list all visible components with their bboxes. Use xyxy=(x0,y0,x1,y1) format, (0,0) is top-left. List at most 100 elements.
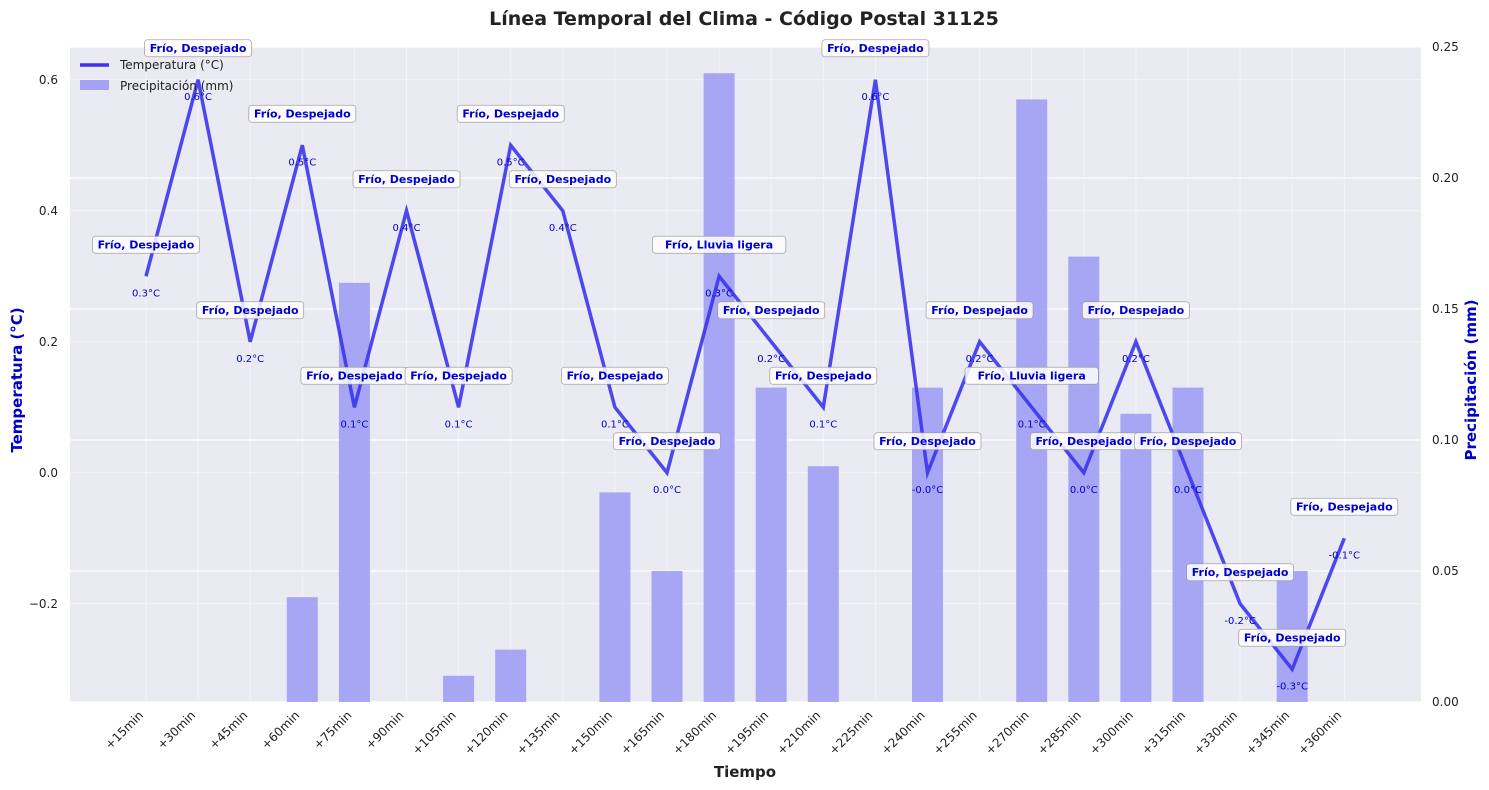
condition-box xyxy=(717,301,826,320)
condition-annotation: Frío, Despejado xyxy=(1238,628,1347,647)
y-axis-label-left: Temperatura (°C) xyxy=(8,307,26,452)
condition-label: Frío, Despejado xyxy=(931,304,1028,317)
condition-annotation: Frío, Despejado xyxy=(613,432,721,451)
temperature-value-label: 0.2°C xyxy=(966,354,994,365)
temperature-value-label: 0.0°C xyxy=(1174,485,1202,496)
x-tick-label: +30min xyxy=(154,708,198,752)
legend-temperature-label: Temperatura (°C) xyxy=(119,58,224,72)
x-tick-label: +330min xyxy=(1191,708,1240,757)
condition-box xyxy=(196,301,305,320)
condition-annotation: Frío, Despejado xyxy=(561,366,669,385)
condition-annotation: Frío, Despejado xyxy=(925,301,1034,320)
x-tick-label: +150min xyxy=(566,708,615,757)
precipitation-bar xyxy=(703,73,735,702)
y-tick-right: 0.20 xyxy=(1432,171,1459,185)
condition-label: Frío, Despejado xyxy=(879,435,976,448)
temperature-value-label: -0.1°C xyxy=(1329,550,1361,561)
condition-box xyxy=(1238,628,1347,647)
temperature-value-label: 0.1°C xyxy=(1018,419,1046,430)
x-tick-label: +315min xyxy=(1139,708,1188,757)
x-tick-label: +360min xyxy=(1295,708,1344,757)
temperature-value-label: 0.4°C xyxy=(393,223,421,234)
precipitation-bar xyxy=(651,571,683,702)
y-tick-left: 0.0 xyxy=(39,466,58,480)
x-tick-label: +90min xyxy=(363,708,407,752)
condition-box xyxy=(769,366,878,385)
condition-box xyxy=(873,432,982,451)
condition-label: Frío, Despejado xyxy=(1296,500,1393,513)
condition-annotation: Frío, Despejado xyxy=(508,170,617,189)
condition-box xyxy=(964,366,1099,385)
condition-box xyxy=(652,235,787,254)
temperature-value-label: 0.4°C xyxy=(549,223,577,234)
y-tick-left: −0.2 xyxy=(29,597,58,611)
condition-annotation: Frío, Despejado xyxy=(352,170,461,189)
condition-box xyxy=(821,39,930,58)
y-tick-left: 0.2 xyxy=(39,335,58,349)
condition-box xyxy=(144,39,253,58)
precipitation-bar xyxy=(807,466,839,702)
condition-annotation: Frío, Despejado xyxy=(1029,432,1138,451)
precipitation-bar xyxy=(1120,413,1152,702)
x-tick-label: +165min xyxy=(618,708,667,757)
x-tick-label: +195min xyxy=(722,708,771,757)
y-tick-right: 0.05 xyxy=(1432,564,1459,578)
x-tick-label: +105min xyxy=(410,708,459,757)
condition-label: Frío, Despejado xyxy=(514,173,611,186)
condition-label: Frío, Despejado xyxy=(98,238,195,251)
precipitation-bar xyxy=(755,387,787,702)
condition-annotation: Frío, Despejado xyxy=(144,39,253,58)
y-tick-left: 0.6 xyxy=(39,73,58,87)
temperature-value-label: 0.3°C xyxy=(705,288,733,299)
condition-box xyxy=(561,366,669,385)
condition-label: Frío, Despejado xyxy=(358,173,455,186)
condition-box xyxy=(92,235,200,254)
condition-box xyxy=(1134,432,1242,451)
y-tick-right: 0.10 xyxy=(1432,433,1459,447)
condition-annotation: Frío, Despejado xyxy=(248,104,357,123)
condition-annotation: Frío, Despejado xyxy=(92,235,200,254)
x-tick-label: +45min xyxy=(207,708,251,752)
condition-annotation: Frío, Despejado xyxy=(1134,432,1242,451)
precipitation-bar xyxy=(443,675,475,702)
temperature-value-label: 0.2°C xyxy=(757,354,785,365)
condition-annotation: Frío, Despejado xyxy=(821,39,930,58)
precipitation-bar xyxy=(495,649,527,702)
x-tick-label: +285min xyxy=(1035,708,1084,757)
condition-box xyxy=(613,432,721,451)
y-tick-right: 0.25 xyxy=(1432,40,1459,54)
condition-label: Frío, Despejado xyxy=(1140,435,1237,448)
x-tick-label: +75min xyxy=(311,708,355,752)
condition-box xyxy=(1186,563,1294,582)
condition-label: Frío, Despejado xyxy=(462,107,559,120)
condition-annotation: Frío, Despejado xyxy=(873,432,982,451)
temperature-value-label: 0.2°C xyxy=(1122,354,1150,365)
precipitation-bar xyxy=(286,597,318,702)
condition-annotation: Frío, Despejado xyxy=(717,301,826,320)
x-tick-label: +345min xyxy=(1243,708,1292,757)
x-tick-label: +15min xyxy=(102,708,146,752)
condition-label: Frío, Despejado xyxy=(567,369,664,382)
temperature-value-label: 0.2°C xyxy=(236,354,264,365)
condition-box xyxy=(925,301,1034,320)
legend-precipitation-swatch xyxy=(80,80,109,90)
condition-label: Frío, Despejado xyxy=(619,435,716,448)
condition-box xyxy=(1290,497,1399,516)
condition-annotation: Frío, Despejado xyxy=(769,366,878,385)
condition-annotation: Frío, Despejado xyxy=(1186,563,1294,582)
condition-box xyxy=(508,170,617,189)
temperature-value-label: 0.0°C xyxy=(653,485,681,496)
x-tick-label: +240min xyxy=(878,708,927,757)
condition-box xyxy=(1082,301,1190,320)
condition-annotation: Frío, Lluvia ligera xyxy=(964,366,1099,385)
temperature-value-label: 0.3°C xyxy=(132,288,160,299)
condition-label: Frío, Lluvia ligera xyxy=(665,238,773,251)
condition-label: Frío, Despejado xyxy=(723,304,820,317)
x-axis-label: Tiempo xyxy=(714,763,776,781)
condition-box xyxy=(456,104,565,123)
condition-label: Frío, Despejado xyxy=(1192,566,1289,579)
precipitation-bar xyxy=(1016,99,1048,702)
temperature-value-label: 0.1°C xyxy=(340,419,368,430)
temperature-value-label: 0.5°C xyxy=(497,157,525,168)
